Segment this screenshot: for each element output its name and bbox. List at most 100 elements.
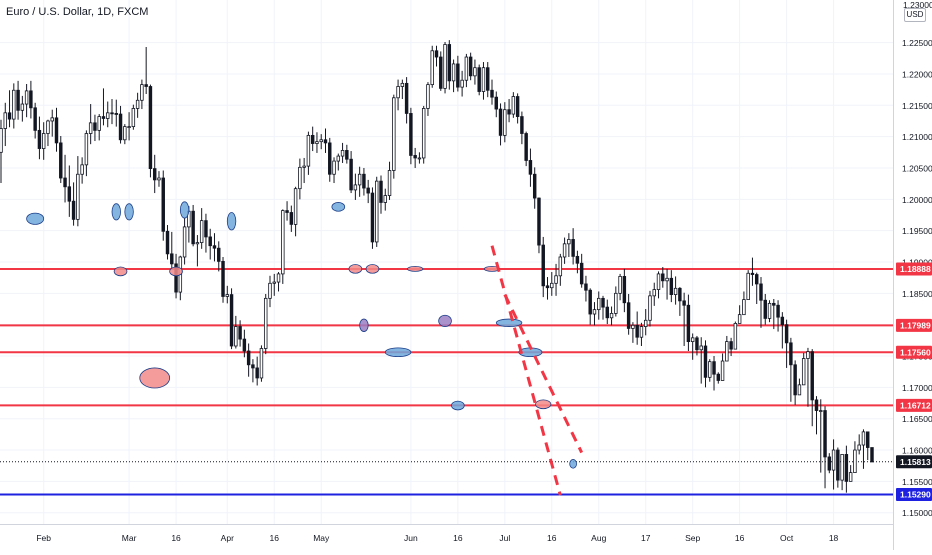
currency-badge[interactable]: USD — [904, 8, 926, 22]
candle-up — [555, 276, 558, 284]
candle-down — [102, 117, 105, 119]
candle-down — [252, 365, 255, 368]
candle-down — [145, 85, 148, 87]
candle-up — [264, 298, 267, 348]
candle-up — [226, 295, 229, 297]
candle-up — [260, 348, 263, 377]
candle-up — [640, 327, 643, 338]
candle-up — [418, 158, 421, 159]
candle-up — [299, 167, 302, 188]
candle-up — [158, 178, 161, 180]
ellipse-marker-red — [407, 266, 422, 271]
candle-down — [751, 273, 754, 274]
ellipse-marker-blue — [180, 202, 189, 218]
candle-down — [529, 160, 532, 174]
candle-down — [785, 325, 788, 343]
candle-up — [657, 274, 660, 290]
candle-down — [192, 211, 195, 244]
candle-down — [533, 174, 536, 198]
candle-up — [841, 454, 844, 480]
price-tick-label: 1.21500 — [902, 101, 932, 111]
candle-up — [358, 174, 361, 185]
candle-down — [153, 169, 156, 180]
candle-down — [815, 400, 818, 411]
price-tick-label: 1.16000 — [902, 446, 932, 456]
price-tick-label: 1.22000 — [902, 69, 932, 79]
candle-down — [495, 97, 498, 109]
ellipse-marker-red — [536, 400, 551, 409]
candle-down — [448, 45, 451, 81]
candle-down — [538, 198, 541, 245]
candle-down — [363, 174, 366, 188]
candle-down — [162, 178, 165, 231]
candle-down — [38, 130, 41, 148]
candle-up — [85, 134, 88, 165]
candle-up — [307, 135, 310, 166]
price-tick-label: 1.21000 — [902, 132, 932, 142]
candle-up — [482, 68, 485, 92]
time-tick-label: Apr — [221, 533, 234, 543]
candle-up — [512, 97, 515, 115]
time-tick-label: Mar — [122, 533, 137, 543]
price-tick-label: 1.20500 — [902, 163, 932, 173]
candle-up — [294, 189, 297, 225]
candle-up — [141, 85, 144, 101]
candle-down — [491, 90, 494, 97]
level-price-label: 1.16712 — [900, 400, 931, 410]
candle-down — [717, 374, 720, 380]
candle-down — [730, 342, 733, 350]
candle-up — [106, 113, 109, 119]
candle-up — [503, 110, 506, 136]
candle-up — [235, 327, 238, 346]
chart-title: Euro / U.S. Dollar, 1D, FXCM — [6, 6, 148, 18]
candle-down — [243, 339, 246, 351]
candle-down — [866, 432, 869, 448]
candle-down — [217, 248, 220, 261]
candle-up — [0, 128, 2, 152]
time-tick-label: Jul — [499, 533, 510, 543]
candle-up — [738, 315, 741, 324]
candle-down — [627, 303, 630, 329]
time-tick-label: May — [313, 533, 330, 543]
candle-down — [713, 362, 716, 375]
candle-down — [34, 108, 37, 131]
candle-down — [247, 351, 250, 365]
price-tick-label: 1.15000 — [902, 508, 932, 518]
candle-up — [734, 323, 737, 349]
price-tick-label: 1.19500 — [902, 226, 932, 236]
candle-down — [755, 275, 758, 284]
price-tick-label: 1.22500 — [902, 38, 932, 48]
candle-up — [444, 45, 447, 89]
price-tick-label: 1.17000 — [902, 383, 932, 393]
candle-up — [610, 313, 613, 317]
ellipse-marker-red — [114, 267, 127, 276]
candle-up — [42, 134, 45, 149]
time-tick-label: Sep — [685, 533, 700, 543]
candle-down — [516, 97, 519, 117]
candle-down — [166, 231, 169, 254]
time-tick-label: Jun — [404, 533, 418, 543]
candle-up — [277, 274, 280, 282]
candle-up — [691, 338, 694, 342]
time-tick-label: 16 — [453, 533, 463, 543]
candle-down — [602, 298, 605, 307]
current-price-label: 1.15813 — [900, 457, 931, 467]
price-tick-label: 1.15500 — [902, 477, 932, 487]
candle-down — [170, 254, 173, 264]
candle-up — [858, 445, 861, 450]
candle-up — [559, 257, 562, 276]
candle-up — [269, 283, 272, 298]
candle-down — [59, 143, 62, 178]
candle-up — [354, 185, 357, 190]
candle-down — [457, 64, 460, 87]
ellipse-marker-blue — [496, 319, 522, 327]
candle-up — [392, 98, 395, 171]
candle-up — [333, 161, 336, 174]
candle-up — [619, 276, 622, 293]
candle-down — [239, 327, 242, 340]
candle-up — [649, 296, 652, 320]
candle-down — [683, 301, 686, 305]
ellipse-marker-blue — [27, 213, 44, 224]
